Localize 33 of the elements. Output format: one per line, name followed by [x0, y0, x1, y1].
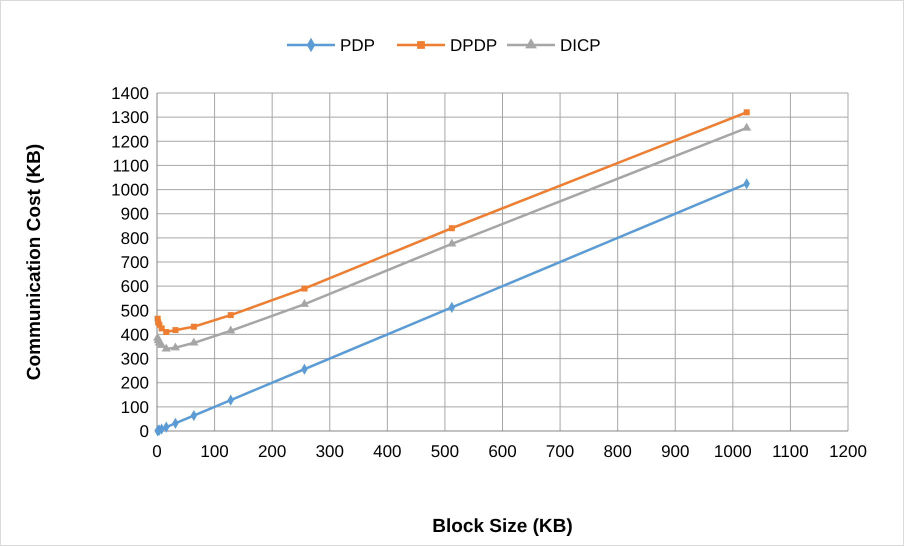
x-tick-label: 0 — [152, 442, 162, 461]
y-tick-label: 200 — [120, 374, 149, 393]
x-tick-label: 300 — [316, 442, 344, 461]
x-tick-label: 800 — [603, 442, 632, 461]
y-tick-label: 0 — [140, 422, 149, 441]
legend-label: PDP — [340, 36, 375, 55]
x-tick-label: 500 — [430, 442, 460, 461]
y-tick-label: 1300 — [111, 108, 149, 128]
y-tick-label: 600 — [120, 277, 149, 296]
legend-label: DICP — [560, 36, 601, 55]
x-tick-label: 1100 — [772, 442, 809, 461]
y-axis-title: Communication Cost (KB) — [24, 144, 45, 380]
y-tick-label: 700 — [120, 253, 149, 272]
y-tick-label: 1200 — [111, 132, 149, 152]
x-tick-label: 1200 — [829, 442, 867, 461]
x-tick-label: 700 — [546, 442, 574, 461]
y-tick-label: 1400 — [111, 84, 149, 103]
x-tick-label: 1000 — [714, 442, 752, 461]
y-tick-label: 100 — [120, 398, 149, 417]
x-tick-label: 100 — [200, 442, 229, 461]
x-axis-title: Block Size (KB) — [432, 516, 573, 537]
y-tick-label: 400 — [120, 325, 149, 344]
y-tick-label: 800 — [120, 228, 149, 248]
y-tick-label: 1000 — [111, 180, 149, 200]
y-tick-label: 300 — [120, 350, 149, 369]
x-tick-label: 600 — [488, 442, 517, 461]
x-tick-label: 900 — [661, 442, 690, 461]
x-tick-label: 400 — [373, 442, 402, 461]
y-tick-label: 1100 — [112, 156, 149, 176]
y-tick-label: 900 — [120, 204, 149, 224]
x-tick-label: 200 — [258, 442, 286, 461]
y-tick-label: 500 — [120, 301, 149, 320]
legend-label: DPDP — [450, 36, 498, 55]
